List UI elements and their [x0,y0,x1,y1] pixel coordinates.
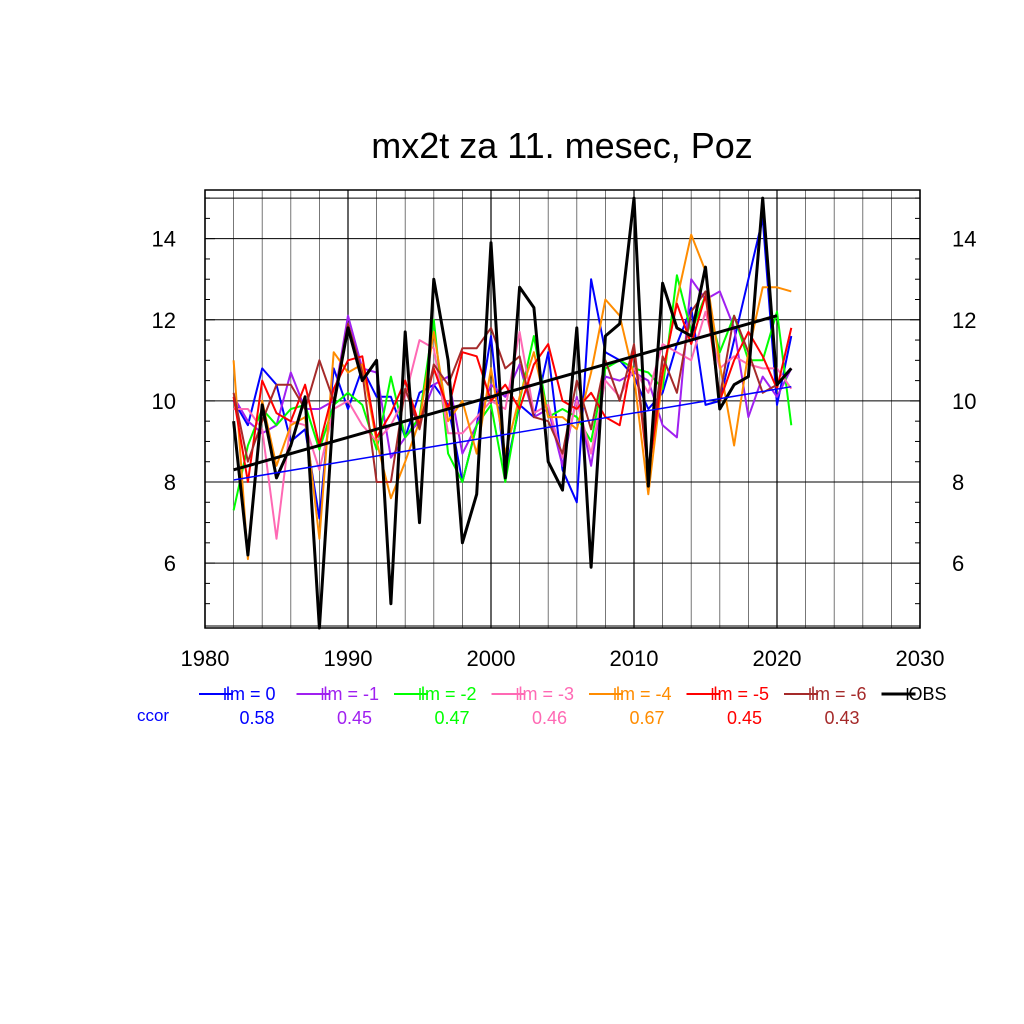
series-line-7 [232,196,793,630]
legend-label: lm = -4 [616,684,672,704]
legend-label: lm = -3 [519,684,575,704]
trend-lines [233,314,792,481]
legend-label: lm = -6 [811,684,867,704]
x-tick-label: 2030 [896,646,945,671]
legend-label: lm = 0 [226,684,276,704]
y-tick-label-left: 10 [152,389,176,414]
y-tick-label-left: 8 [164,470,176,495]
series-lines [232,196,793,630]
ccor-value: 0.45 [727,708,762,728]
legend: lm = 0 0.58 lm = -1 0.45 lm = -2 0.47 lm = -3 0… [199,684,947,728]
legend-label: lm = -5 [714,684,770,704]
plot-frame [204,189,921,629]
y-tick-label-left: 12 [152,308,176,333]
chart-title: mx2t za 11. mesec, Poz [371,125,752,166]
y-tick-label-left: 14 [152,227,176,252]
x-tick-label: 2010 [610,646,659,671]
ccor-value: 0.67 [629,708,664,728]
y-tick-label-right: 8 [952,470,964,495]
ccor-value: 0.45 [337,708,372,728]
y-tick-label-right: 12 [952,308,976,333]
x-tick-label: 1980 [181,646,230,671]
legend-label: OBS [909,684,947,704]
y-tick-label-left: 6 [164,551,176,576]
axes: 1980 1990 2000 2010 2020 2030 6 6 8 8 10 10 12 12 14 14 [152,197,976,671]
y-tick-label-right: 10 [952,389,976,414]
y-tick-label-right: 14 [952,227,976,252]
ccor-value: 0.58 [239,708,274,728]
ccor-value: 0.47 [434,708,469,728]
y-tick-label-right: 6 [952,551,964,576]
x-tick-label: 2020 [753,646,802,671]
x-tick-label: 1990 [324,646,373,671]
series-line-2 [232,274,793,511]
ccor-value: 0.46 [532,708,567,728]
x-tick-label: 2000 [467,646,516,671]
ccor-caption: ccor [137,706,169,725]
trend-line-1 [233,314,778,472]
ccor-value: 0.43 [824,708,859,728]
legend-label: lm = -2 [421,684,477,704]
series-line-4 [232,233,792,561]
legend-label: lm = -1 [324,684,380,704]
trend-line-0 [233,385,792,481]
